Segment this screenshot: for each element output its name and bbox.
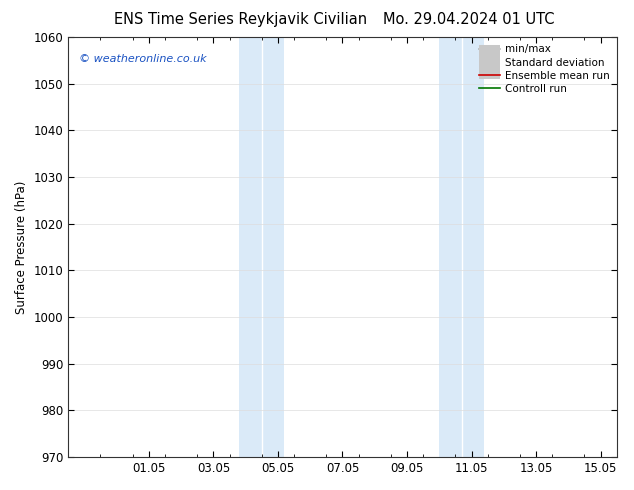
Bar bbox=[239, 37, 262, 457]
Text: ENS Time Series Reykjavik Civilian: ENS Time Series Reykjavik Civilian bbox=[114, 12, 368, 27]
Bar bbox=[262, 37, 285, 457]
Bar bbox=[462, 37, 484, 457]
Text: Mo. 29.04.2024 01 UTC: Mo. 29.04.2024 01 UTC bbox=[384, 12, 555, 27]
Text: © weatheronline.co.uk: © weatheronline.co.uk bbox=[79, 54, 207, 64]
Bar bbox=[439, 37, 462, 457]
Legend: min/max, Standard deviation, Ensemble mean run, Controll run: min/max, Standard deviation, Ensemble me… bbox=[474, 40, 614, 98]
Y-axis label: Surface Pressure (hPa): Surface Pressure (hPa) bbox=[15, 180, 28, 314]
